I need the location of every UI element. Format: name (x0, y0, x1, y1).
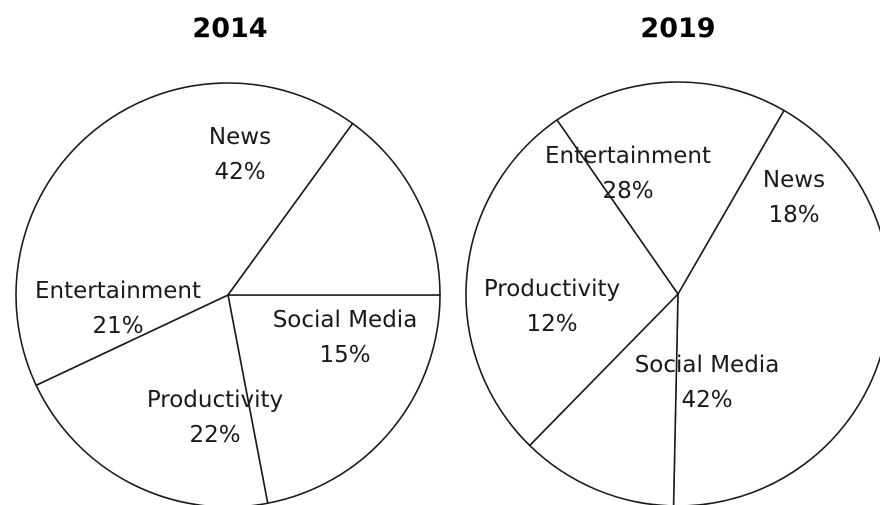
slice-label-social-media: Social Media (635, 352, 780, 378)
slice-value-entertainment: 21% (92, 313, 143, 339)
pie-slice-productivity (528, 291, 679, 505)
slice-value-productivity: 22% (189, 422, 240, 448)
slice-label-social-media: Social Media (273, 307, 418, 333)
slice-label-productivity: Productivity (147, 387, 283, 413)
pie-slice-news (555, 81, 786, 296)
slice-label-entertainment: Entertainment (35, 278, 201, 304)
slice-value-news: 18% (768, 202, 819, 228)
slice-value-news: 42% (214, 159, 265, 185)
slice-label-news: News (763, 167, 825, 193)
pie-chart-2014: 2014 Social Media 15% News 42% Entertainment… (15, 13, 441, 505)
slice-value-social-media: 15% (319, 342, 370, 368)
pie-slice-social-media (672, 109, 880, 505)
chart-title-2019: 2019 (640, 13, 715, 44)
slice-value-productivity: 12% (526, 311, 577, 337)
slice-value-entertainment: 28% (602, 178, 653, 204)
slice-label-news: News (209, 124, 271, 150)
pie-slice-productivity (227, 294, 441, 505)
pie-chart-2019: 2019 News 18% Entertainment 28% Productivity… (465, 13, 880, 505)
slice-label-entertainment: Entertainment (545, 143, 711, 169)
pie-slice-social-media (226, 122, 441, 296)
chart-title-2014: 2014 (192, 13, 267, 44)
pie-slice-entertainment (35, 293, 269, 505)
pie-slice-news (15, 82, 354, 387)
pie-slice-entertainment (465, 118, 680, 447)
slice-value-social-media: 42% (681, 387, 732, 413)
slice-label-productivity: Productivity (484, 276, 620, 302)
